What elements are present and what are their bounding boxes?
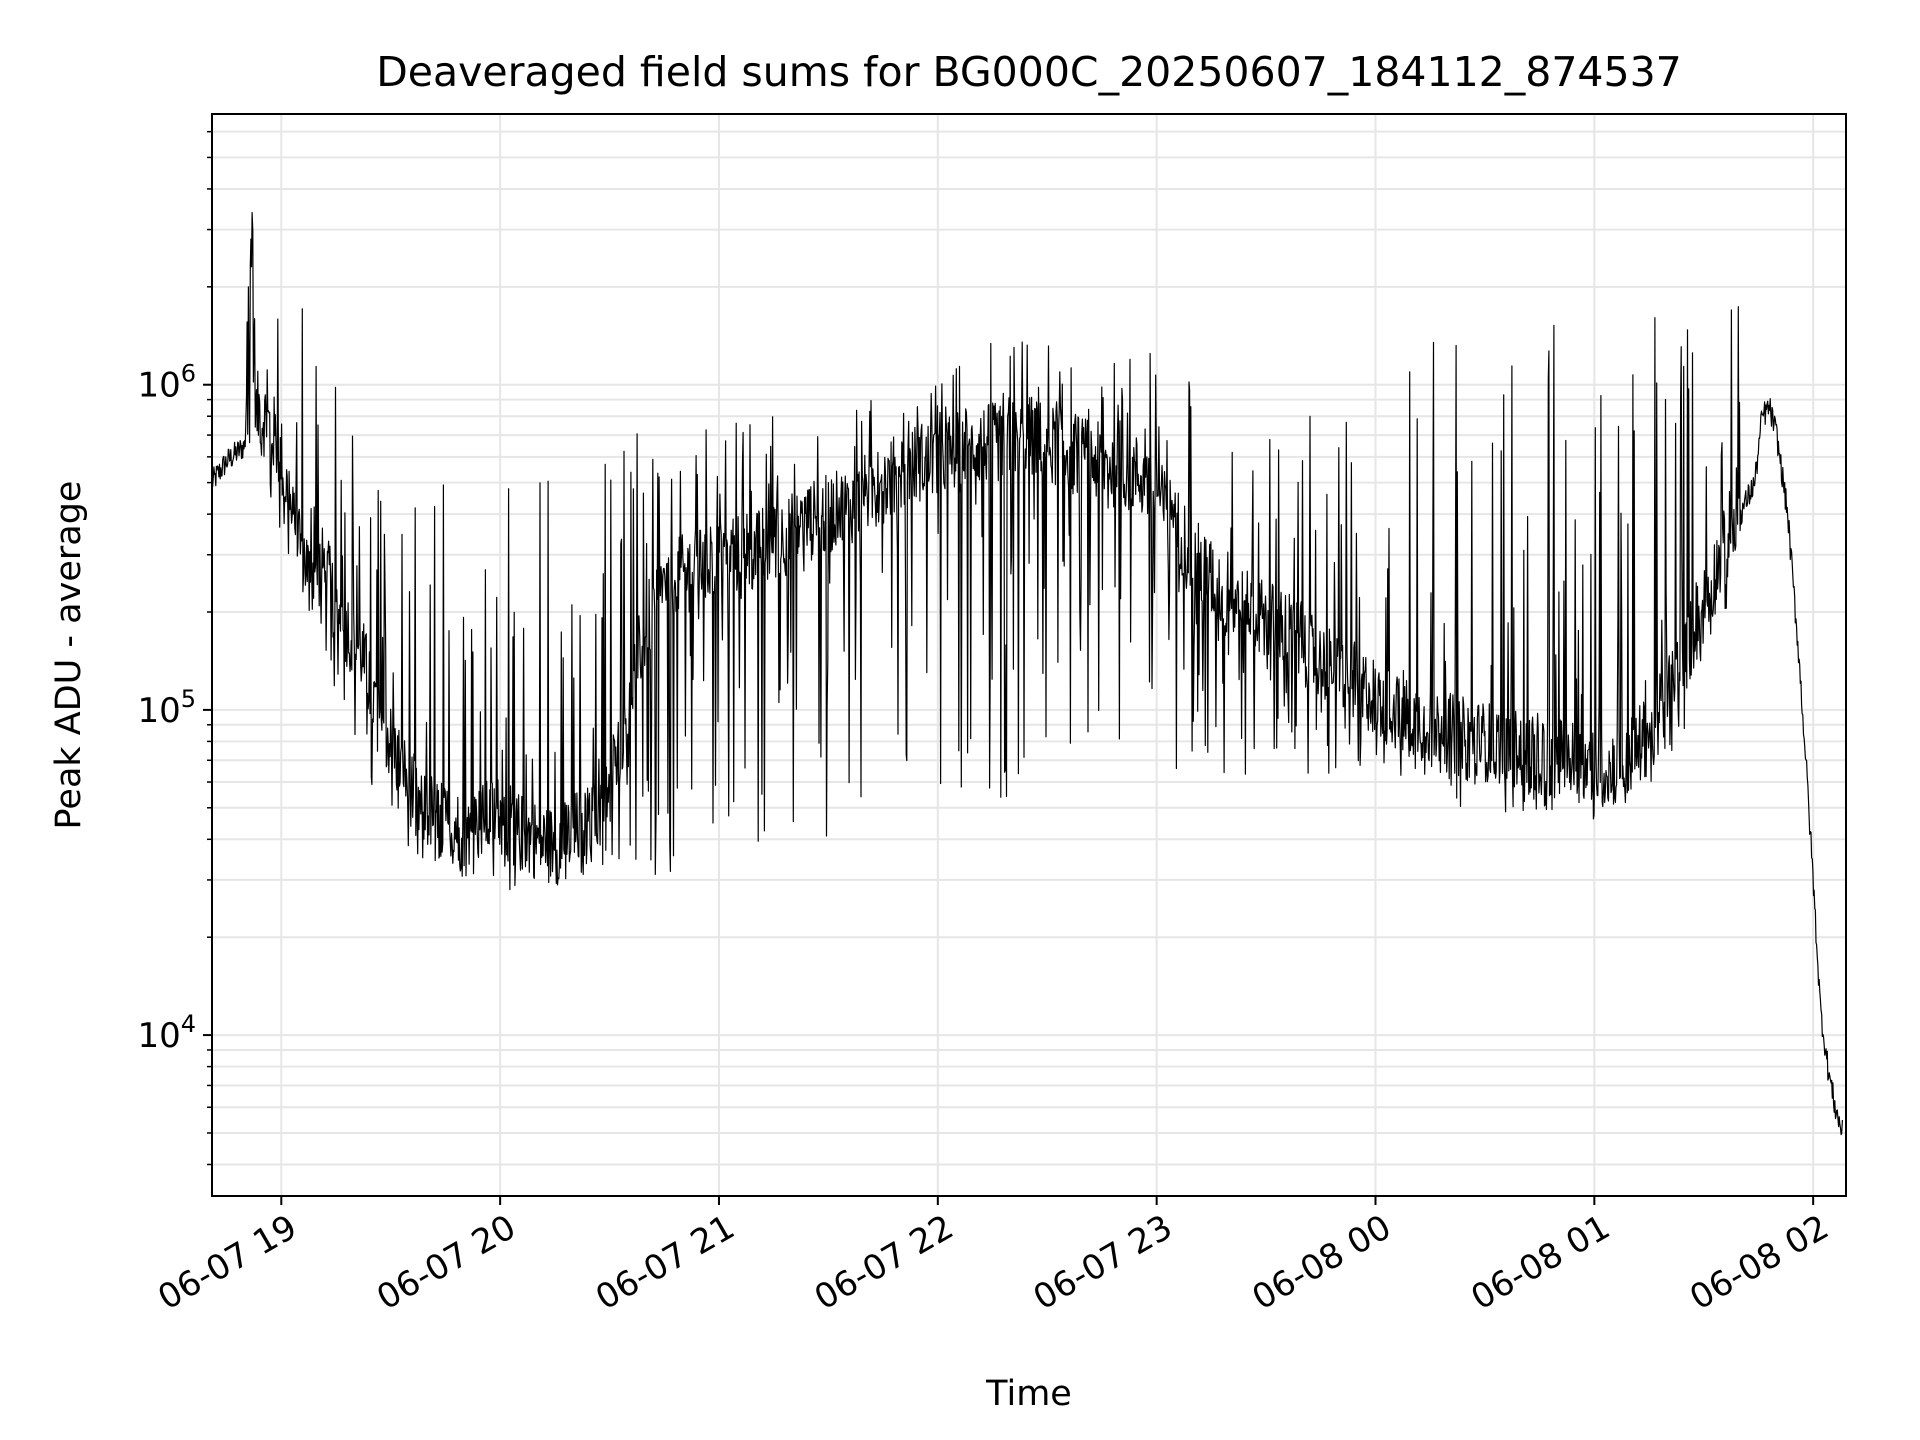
y-tick-label: 106 [137, 360, 196, 406]
series-layer [211, 212, 1843, 1136]
y-tick-label: 104 [137, 1010, 196, 1056]
major-ticks [203, 383, 1815, 1205]
y-tick-labels: 104 105 106 [137, 360, 196, 1056]
chart-title: Deaveraged field sums for BG000C_2025060… [376, 48, 1682, 96]
y-axis-label: Peak ADU - average [49, 481, 89, 830]
series-line [211, 212, 1843, 1136]
y-tick-label: 105 [137, 685, 196, 731]
x-axis-label: Time [985, 1374, 1072, 1414]
plot-frame [211, 113, 1847, 1197]
